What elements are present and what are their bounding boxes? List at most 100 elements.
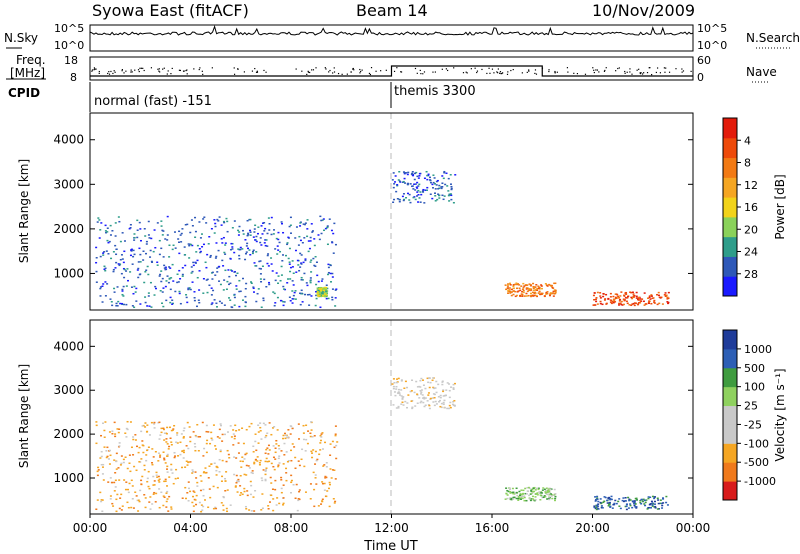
echo-cell bbox=[318, 238, 321, 241]
freq-point bbox=[556, 71, 558, 73]
echo-cell bbox=[115, 468, 118, 470]
echo-cell bbox=[244, 305, 247, 308]
echo-cell bbox=[286, 242, 289, 244]
echo-cell bbox=[321, 432, 324, 434]
echo-cell bbox=[278, 241, 281, 244]
echo-cell bbox=[291, 266, 294, 268]
echo-cell bbox=[639, 499, 642, 502]
echo-cell bbox=[304, 491, 307, 493]
echo-cell bbox=[302, 424, 305, 427]
echo-cell bbox=[294, 467, 297, 470]
echo-cell bbox=[175, 468, 178, 471]
echo-cell bbox=[419, 386, 422, 388]
echo-cell bbox=[246, 494, 249, 497]
echo-cell bbox=[448, 193, 451, 195]
echo-cell bbox=[259, 273, 262, 275]
echo-cell bbox=[109, 224, 112, 227]
echo-cell bbox=[233, 473, 236, 476]
echo-cell bbox=[423, 177, 426, 180]
echo-cell bbox=[401, 398, 404, 400]
echo-cell bbox=[105, 250, 108, 252]
echo-cell bbox=[120, 455, 123, 457]
echo-cell bbox=[421, 394, 424, 396]
echo-cell bbox=[518, 284, 521, 286]
echo-cell bbox=[312, 471, 315, 474]
echo-cell bbox=[329, 264, 332, 267]
echo-cell bbox=[402, 193, 405, 195]
echo-cell bbox=[427, 392, 430, 394]
echo-cell bbox=[434, 387, 437, 389]
echo-cell bbox=[542, 487, 545, 489]
echo-cell bbox=[98, 219, 101, 221]
echo-cell bbox=[509, 292, 512, 294]
echo-cell bbox=[512, 285, 515, 287]
echo-cell bbox=[178, 230, 181, 233]
echo-cell bbox=[265, 448, 268, 451]
echo-cell bbox=[188, 244, 191, 247]
freq-point bbox=[626, 71, 628, 73]
echo-cell bbox=[438, 187, 441, 190]
echo-cell bbox=[138, 500, 141, 503]
echo-cell bbox=[651, 297, 654, 300]
echo-cell bbox=[238, 290, 241, 293]
echo-cell bbox=[554, 292, 557, 295]
echo-cell bbox=[594, 496, 597, 498]
echo-cell bbox=[255, 240, 258, 243]
echo-cell bbox=[324, 289, 327, 292]
echo-cell bbox=[132, 249, 135, 252]
echo-cell bbox=[257, 288, 260, 290]
echo-cell bbox=[309, 240, 312, 242]
echo-cell bbox=[605, 302, 608, 305]
echo-cell bbox=[173, 231, 176, 233]
freq-point bbox=[91, 70, 93, 72]
echo-cell bbox=[100, 463, 103, 466]
freq-point bbox=[121, 69, 123, 71]
echo-cell bbox=[139, 253, 142, 256]
echo-cell bbox=[245, 282, 248, 285]
echo-cell bbox=[419, 191, 422, 193]
echo-cell bbox=[309, 435, 312, 438]
echo-cell bbox=[542, 496, 545, 499]
echo-cell bbox=[145, 243, 148, 245]
echo-cell bbox=[297, 244, 300, 246]
echo-cell bbox=[161, 277, 164, 280]
echo-cell bbox=[324, 291, 327, 293]
echo-cell bbox=[653, 299, 656, 302]
freq-point bbox=[396, 67, 398, 69]
echo-cell bbox=[334, 305, 337, 307]
echo-cell bbox=[520, 494, 523, 496]
echo-cell bbox=[96, 499, 99, 501]
echo-cell bbox=[245, 508, 248, 510]
echo-cell bbox=[255, 449, 258, 452]
echo-cell bbox=[326, 287, 329, 290]
freq-point bbox=[636, 69, 638, 71]
echo-cell bbox=[507, 292, 510, 294]
echo-cell bbox=[601, 507, 604, 509]
echo-cell bbox=[224, 242, 227, 244]
freq-point bbox=[499, 71, 502, 73]
echo-cell bbox=[233, 304, 236, 306]
echo-cell bbox=[235, 457, 238, 459]
echo-cell bbox=[331, 276, 334, 278]
freq-point bbox=[186, 73, 188, 75]
echo-cell bbox=[163, 457, 166, 460]
echo-cell bbox=[599, 302, 602, 305]
echo-cell bbox=[256, 460, 259, 462]
colorbar-cell bbox=[723, 367, 737, 388]
echo-cell bbox=[411, 406, 414, 409]
echo-cell bbox=[244, 252, 247, 255]
echo-cell bbox=[333, 469, 336, 472]
echo-cell bbox=[170, 468, 173, 471]
echo-cell bbox=[414, 183, 417, 185]
echo-cell bbox=[393, 183, 396, 185]
freq-point bbox=[476, 70, 479, 72]
echo-cell bbox=[448, 404, 451, 407]
echo-cell bbox=[238, 279, 241, 282]
echo-cell bbox=[248, 425, 251, 428]
freq-point bbox=[163, 67, 165, 69]
frequency-panel: Freq. [MHz] 18 8 60 0 Nave bbox=[6, 53, 777, 84]
echo-cell bbox=[289, 300, 292, 302]
echo-cell bbox=[194, 216, 197, 219]
colorbar-cell bbox=[723, 386, 737, 407]
echo-cell bbox=[180, 433, 183, 435]
